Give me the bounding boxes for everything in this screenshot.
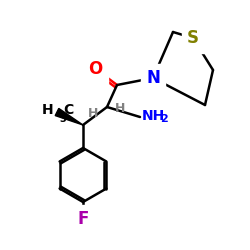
Text: F: F — [77, 210, 89, 228]
Text: 2: 2 — [160, 114, 168, 124]
Text: H: H — [115, 102, 126, 114]
Text: C: C — [63, 103, 73, 117]
Text: NH: NH — [142, 109, 165, 123]
Text: O: O — [88, 60, 102, 78]
Text: H: H — [88, 107, 99, 120]
Text: 3: 3 — [59, 114, 66, 124]
Text: N: N — [146, 69, 160, 87]
Text: S: S — [187, 29, 199, 47]
Text: H: H — [42, 103, 53, 117]
Polygon shape — [55, 108, 83, 125]
